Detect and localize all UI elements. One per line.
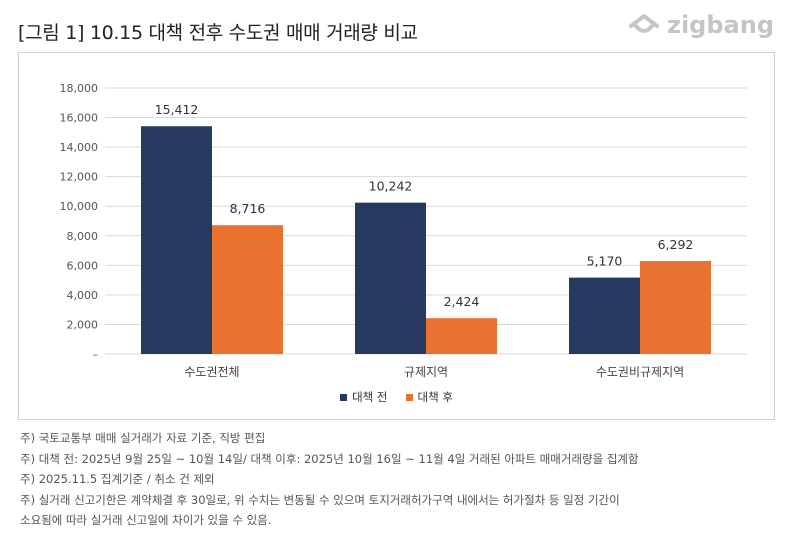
legend-label-after: 대책 후 (417, 390, 453, 404)
y-tick-label: 18,000 (60, 82, 99, 95)
y-tick-label: 6,000 (67, 259, 99, 272)
x-tick-label: 수도권비규제지역 (596, 365, 684, 379)
y-tick-label: 16,000 (60, 112, 99, 125)
data-label: 8,716 (230, 201, 266, 216)
logo-text: zigbang (666, 11, 774, 39)
bar-before (141, 126, 212, 354)
y-tick-label: 4,000 (67, 289, 99, 302)
bar-after (640, 261, 711, 354)
footnote-caveat: 주) 실거래 신고기한은 계약체결 후 30일로, 위 수치는 변동될 수 있으… (20, 492, 620, 507)
chart-legend: 대책 전 대책 후 (19, 389, 774, 405)
y-tick-label: 14,000 (60, 141, 99, 154)
footnote-basis: 주) 2025.11.5 집계기준 / 취소 건 제외 (20, 472, 215, 486)
bar-after (426, 318, 497, 354)
chart-title: [그림 1] 10.15 대책 전후 수도권 매매 거래량 비교 (18, 22, 418, 44)
y-tick-label: 2,000 (67, 318, 99, 331)
data-label: 15,412 (155, 102, 199, 117)
footnotes: 주) 국토교통부 매매 실거래가 자료 기준, 직방 편집 주) 대책 전: 2… (20, 428, 780, 531)
y-tick-label: 8,000 (67, 230, 99, 243)
bar-after (212, 225, 283, 354)
y-tick-label: 12,000 (60, 171, 99, 184)
data-label: 10,242 (369, 179, 413, 194)
x-tick-label: 규제지역 (404, 365, 448, 379)
y-tick-label: – (93, 348, 99, 361)
footnote-period: 주) 대책 전: 2025년 9월 25일 ~ 10월 14일/ 대책 이후: … (20, 451, 639, 466)
data-label: 5,170 (587, 254, 623, 269)
legend-swatch-after (405, 393, 413, 401)
zigbang-logo-icon (628, 14, 659, 33)
legend-item-after: 대책 후 (405, 389, 453, 405)
footnote-caveat-cont: 소요됨에 따라 실거래 신고일에 차이가 있을 수 있음. (20, 513, 272, 527)
footnote-source: 주) 국토교통부 매매 실거래가 자료 기준, 직방 편집 (20, 431, 266, 445)
data-label: 6,292 (658, 237, 694, 252)
y-tick-label: 10,000 (60, 200, 99, 213)
bar-before (355, 202, 426, 354)
data-label: 2,424 (444, 294, 480, 309)
legend-swatch-before (340, 393, 348, 401)
chart-panel: – 2,000 4,000 6,000 8,000 10,000 12,000 14,000 1… (18, 52, 775, 420)
legend-item-before: 대책 전 (340, 389, 388, 405)
x-tick-label: 수도권전체 (184, 365, 239, 379)
bar-chart: – 2,000 4,000 6,000 8,000 10,000 12,000 14,000 1… (60, 82, 747, 379)
legend-label-before: 대책 전 (352, 390, 388, 404)
bar-before (569, 277, 640, 354)
zigbang-logo: zigbang (627, 10, 774, 40)
